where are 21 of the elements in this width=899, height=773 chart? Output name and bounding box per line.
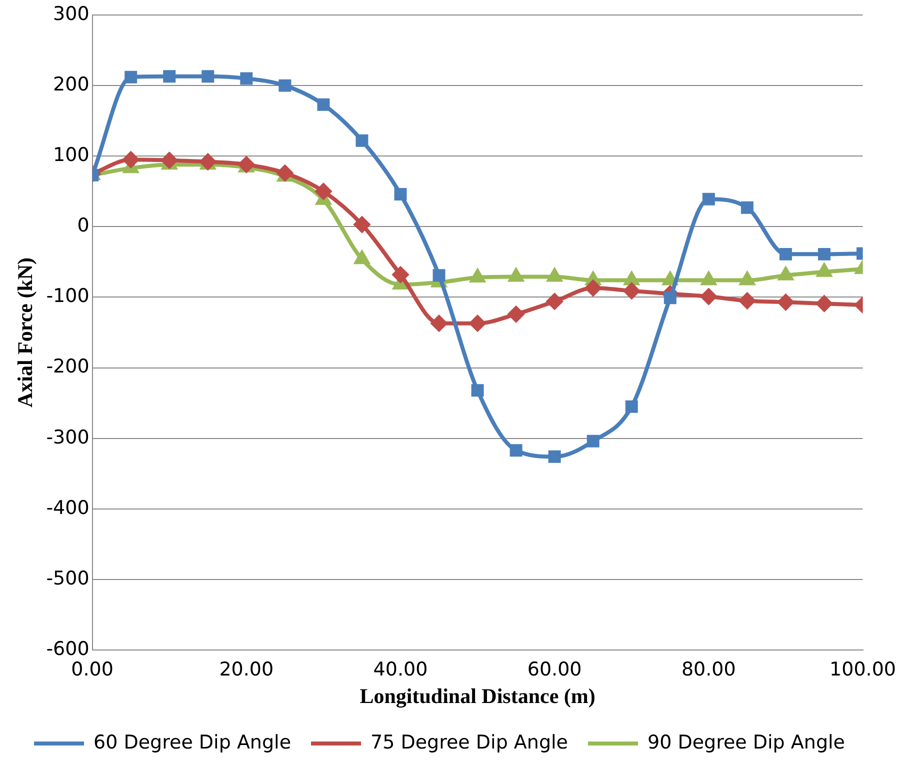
y-tick-label: -500 <box>46 567 90 590</box>
legend-label: 90 Degree Dip Angle <box>647 731 845 754</box>
y-tick-label: 0 <box>77 214 90 237</box>
y-tick-label: -400 <box>46 496 90 519</box>
x-tick-label: 20.00 <box>219 658 274 680</box>
x-tick-label: 40.00 <box>373 658 428 680</box>
y-axis-title: Axial Force (kN) <box>13 257 38 408</box>
y-tick-label: -200 <box>46 356 90 378</box>
y-tick-label: 200 <box>53 73 90 96</box>
y-tick-label: 300 <box>53 2 90 25</box>
legend-label: 60 Degree Dip Angle <box>94 731 292 754</box>
y-tick-label: -100 <box>46 285 90 308</box>
x-tick-label: 60.00 <box>527 658 582 680</box>
x-tick-label: 0.00 <box>71 658 114 680</box>
x-tick-label: 80.00 <box>681 658 736 680</box>
x-axis-title: Longitudinal Distance (m) <box>360 684 596 708</box>
legend-label: 75 Degree Dip Angle <box>370 731 568 754</box>
y-tick-label: -300 <box>46 426 90 448</box>
x-tick-label: 100.00 <box>830 658 896 680</box>
y-tick-label: -600 <box>46 638 90 660</box>
y-tick-label: 100 <box>53 144 90 166</box>
